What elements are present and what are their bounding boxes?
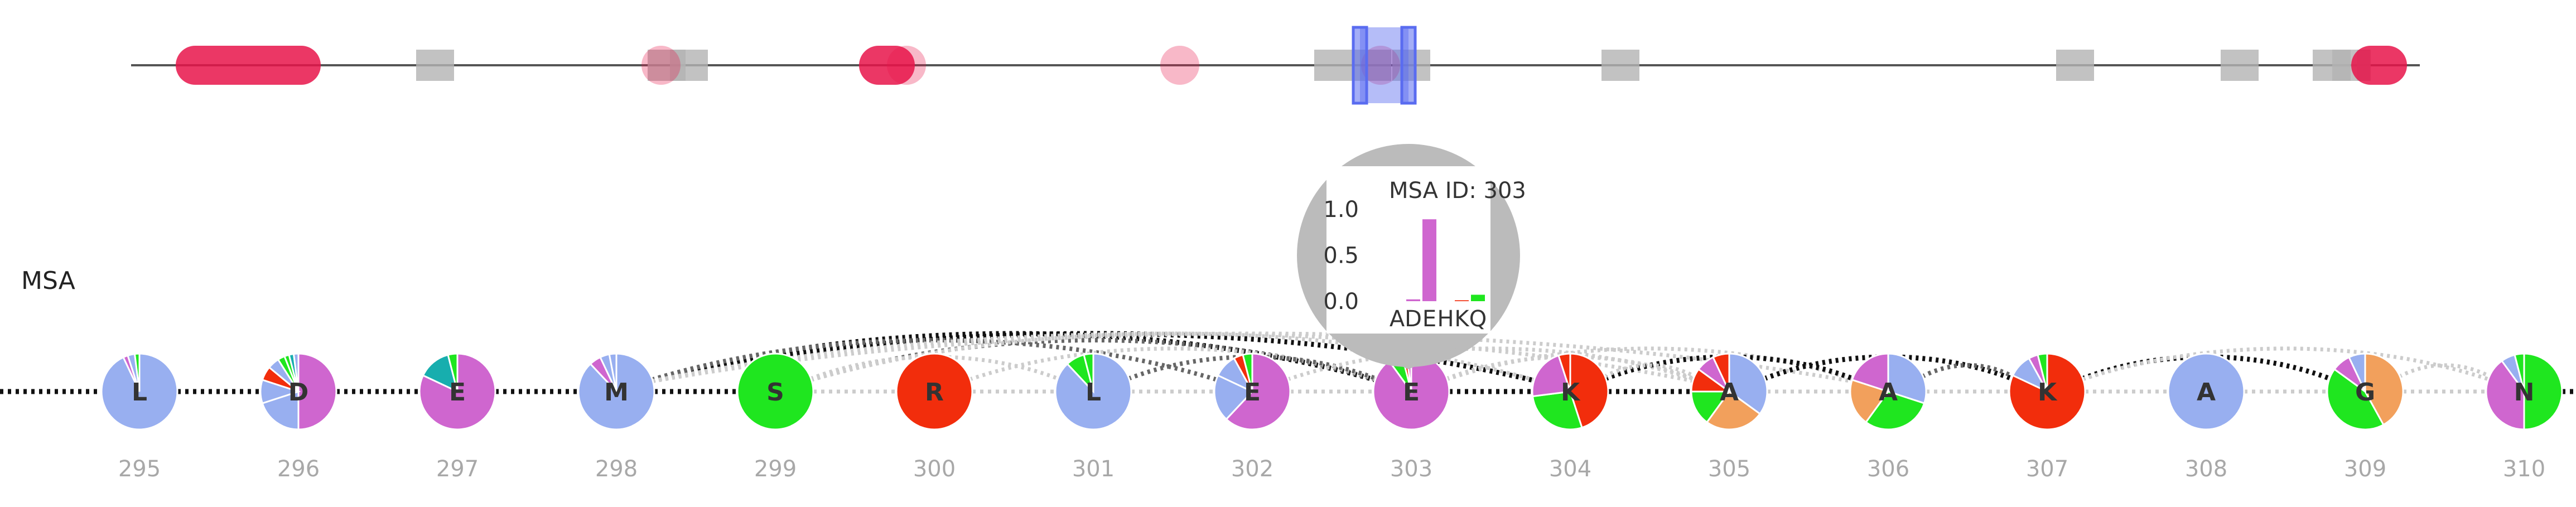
conservation-link (1911, 365, 2024, 384)
residue-letter: E (1403, 378, 1420, 407)
position-index: 302 (1231, 456, 1273, 482)
track-region[interactable] (416, 50, 454, 81)
position-index: 304 (1549, 456, 1591, 482)
conservation-link (2070, 349, 2501, 384)
residue-letter: L (1086, 378, 1101, 407)
residue-letter: G (2355, 378, 2375, 407)
position-index: 301 (1072, 456, 1115, 482)
position-index: 310 (2503, 456, 2545, 482)
residue-letter: E (1244, 378, 1261, 407)
track-region[interactable] (1601, 50, 1639, 81)
residue-letter: E (449, 378, 466, 407)
msa-position[interactable]: E 303 (1373, 354, 1449, 482)
msa-position[interactable]: K 304 (1532, 354, 1608, 482)
track-region[interactable] (2056, 50, 2094, 81)
position-index: 306 (1867, 456, 1909, 482)
position-index: 309 (2344, 456, 2386, 482)
tooltip-title: MSA ID: 303 (1389, 178, 1526, 204)
tooltip-x-tick: D (1405, 306, 1422, 332)
tooltip-x-tick: Q (1469, 306, 1487, 332)
residue-letter: A (2197, 378, 2216, 407)
conservation-link (1593, 365, 1706, 384)
track-region[interactable] (2221, 50, 2259, 81)
msa-position[interactable]: E 297 (419, 354, 495, 482)
track-region[interactable] (1314, 50, 1352, 81)
tooltip-x-tick: K (1454, 306, 1470, 332)
msa-position[interactable]: N 310 (2486, 354, 2562, 482)
residue-letter: A (1720, 378, 1739, 407)
residue-letter: K (1561, 378, 1581, 407)
tooltip-y-tick: 0.5 (1323, 243, 1359, 269)
residue-pies: L 295 D 296 E 297 M 298 S 299 R 300 L 301 E 302 E 303 K 304… (102, 354, 2562, 482)
msa-position[interactable]: M 298 (578, 354, 654, 482)
track-selection-handle[interactable] (1353, 27, 1367, 103)
tooltip-x-tick: A (1390, 306, 1405, 332)
msa-position[interactable]: A 306 (1850, 354, 1926, 482)
residue-letter: M (604, 378, 629, 407)
position-index: 303 (1390, 456, 1432, 482)
msa-position[interactable]: E 302 (1214, 354, 1290, 482)
tooltip-y-axis: 1.0 0.5 0.0 (1323, 197, 1359, 315)
msa-position[interactable]: A 308 (2168, 354, 2244, 482)
tooltip-y-tick: 0.0 (1323, 289, 1359, 315)
msa-position[interactable]: G 309 (2327, 354, 2403, 482)
residue-letter: S (766, 378, 784, 407)
residue-letter: R (925, 378, 944, 407)
residue-letter: A (1879, 378, 1898, 407)
tooltip-y-tick: 1.0 (1323, 197, 1359, 223)
tooltip-bar (1406, 300, 1420, 301)
tooltip-x-tick: E (1422, 306, 1436, 332)
position-index: 305 (1708, 456, 1750, 482)
msa-position[interactable]: D 296 (261, 354, 336, 482)
msa-position[interactable]: L 295 (102, 354, 177, 482)
residue-letter: D (288, 378, 309, 407)
position-index: 299 (754, 456, 797, 482)
residue-letter: L (132, 378, 147, 407)
conservation-link (2388, 365, 2501, 384)
msa-position[interactable]: K 307 (2009, 354, 2085, 482)
position-index: 296 (277, 456, 320, 482)
position-index: 295 (118, 456, 161, 482)
position-index: 308 (2185, 456, 2227, 482)
position-index: 307 (2026, 456, 2068, 482)
section-label: MSA (21, 267, 75, 295)
residue-letter: K (2038, 378, 2058, 407)
msa-position[interactable]: L 301 (1055, 354, 1131, 482)
tooltip-bar (1455, 300, 1469, 301)
residue-letter: N (2514, 378, 2535, 407)
tooltip-x-tick: H (1437, 306, 1454, 332)
tooltip-bar (1422, 219, 1436, 301)
tooltip-bar (1471, 294, 1485, 301)
msa-position[interactable]: R 300 (896, 354, 972, 482)
position-index: 297 (436, 456, 479, 482)
msa-position[interactable]: A 305 (1691, 354, 1767, 482)
tooltip-x-axis: ADEHKQ (1390, 306, 1487, 332)
track-selection-handle[interactable] (1402, 27, 1415, 103)
msa-position[interactable]: S 299 (737, 354, 813, 482)
position-index: 298 (595, 456, 638, 482)
feature-track (131, 27, 2420, 103)
position-index: 300 (913, 456, 956, 482)
